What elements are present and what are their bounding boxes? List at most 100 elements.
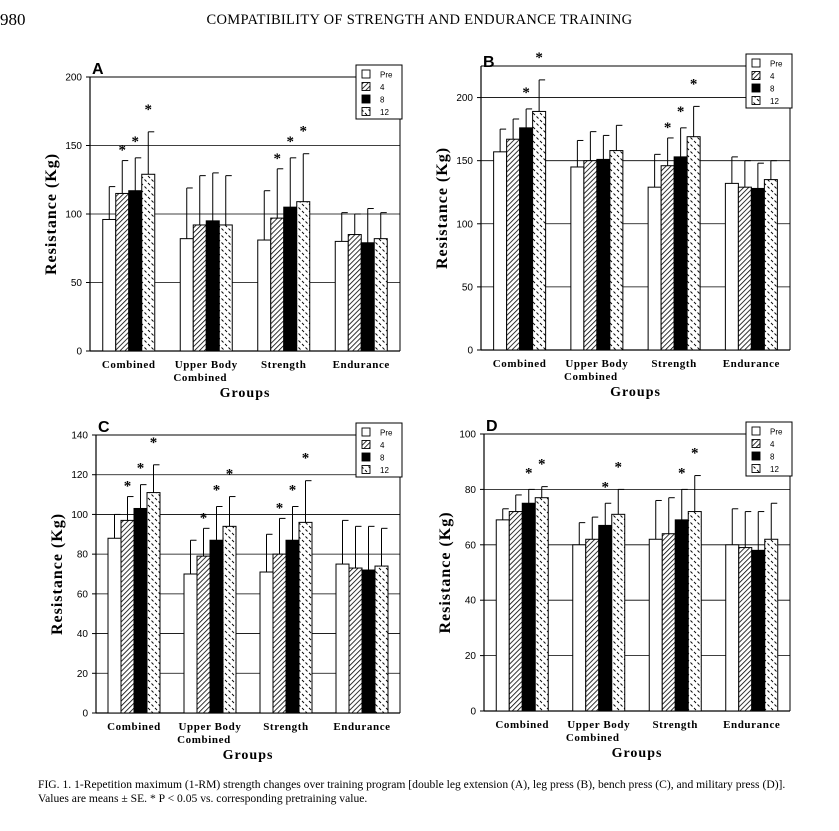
y-axis-label: Resistance (Kg) [437,511,454,633]
x-axis-label: Groups [612,746,663,761]
legend-swatch-8 [361,94,371,104]
bar-12 [763,179,778,351]
significance-asterisk: * [145,102,153,118]
panel-label: C [98,419,110,436]
bar-12 [764,538,779,712]
legend-swatch-12 [751,96,761,105]
y-tick-label: 60 [77,589,89,600]
y-tick-label: 80 [465,485,477,496]
legend-label: Pre [770,428,783,437]
legend-swatch-12 [751,464,761,473]
significance-asterisk: * [124,479,132,495]
y-tick-label: 100 [65,210,82,221]
significance-asterisk: * [602,479,610,495]
legend-swatch-pre [361,427,371,437]
caption-label: FIG. 1. [38,778,72,791]
legend-label: Pre [380,429,393,438]
y-tick-label: 50 [462,282,474,293]
bar-12 [374,565,389,714]
legend-swatch-4 [751,439,761,448]
y-tick-label: 200 [456,93,473,104]
significance-asterisk: * [535,50,543,66]
panel-label: A [92,61,104,78]
x-tick-label: Combined [102,359,156,371]
x-tick-label: Combined [493,358,547,370]
x-tick-label: Upper Body [567,719,630,731]
figure-caption: FIG. 1. 1-Repetition maximum (1-RM) stre… [38,778,818,806]
significance-asterisk: * [137,461,145,477]
significance-asterisk: * [691,446,699,462]
bar-8 [205,220,220,352]
legend-label: 4 [380,441,385,450]
x-tick-label: Strength [263,721,309,733]
bar-pre [493,151,508,351]
y-tick-label: 100 [459,430,476,441]
bar-12 [532,110,547,351]
panel-label: D [486,418,498,435]
legend-swatch-4 [361,440,371,449]
bar-4 [738,547,753,712]
bar-8 [750,187,765,351]
y-tick-label: 0 [76,347,82,358]
bar-4 [115,192,130,352]
bar-12 [222,525,237,714]
bar-pre [179,238,194,352]
bar-4 [348,567,363,714]
x-tick-label: Strength [652,719,698,731]
legend-swatch-4 [361,82,371,91]
bar-pre [335,563,350,714]
x-axis-label: Groups [220,386,271,401]
significance-asterisk: * [538,457,546,473]
x-tick-label: Combined [177,734,231,746]
significance-asterisk: * [287,134,295,150]
bar-pre [257,239,272,352]
significance-asterisk: * [289,482,297,498]
bar-12 [609,150,624,351]
legend-label: 12 [380,108,389,117]
legend-swatch-8 [751,83,761,93]
caption-text: 1-Repetition maximum (1-RM) strength cha… [38,778,786,805]
significance-asterisk: * [150,435,158,451]
legend-swatch-pre [751,58,761,68]
bar-8 [283,206,298,352]
bar-8 [128,190,143,352]
x-axis-label: Groups [610,385,661,400]
bar-12 [373,238,388,352]
bar-12 [534,497,549,712]
legend-swatch-8 [751,451,761,461]
bar-4 [506,138,521,351]
bar-pre [107,537,122,714]
significance-asterisk: * [677,104,685,120]
legend-swatch-pre [361,69,371,79]
bar-8 [285,539,300,714]
panel-c: 0 20 40 60 80 100 120 140 * * * Combined * * * Upper Bo… [49,419,403,763]
legend-label: 4 [380,83,385,92]
bar-12 [611,513,626,712]
y-tick-label: 100 [456,219,473,230]
bar-4 [508,511,523,712]
bar-12 [687,511,702,712]
significance-asterisk: * [678,465,686,481]
legend-swatch-8 [361,452,371,462]
x-tick-label: Upper Body [175,359,238,371]
y-tick-label: 100 [71,510,88,521]
legend-swatch-4 [751,71,761,80]
bar-4 [120,519,135,714]
running-title: COMPATIBILITY OF STRENGTH AND ENDURANCE … [206,12,633,28]
y-tick-label: 120 [71,470,88,481]
bar-4 [737,186,752,351]
legend-label: 4 [770,72,775,81]
x-tick-label: Endurance [723,358,780,370]
y-tick-label: 60 [465,540,477,551]
y-tick-label: 0 [82,709,88,720]
legend-label: 8 [380,96,385,105]
legend-label: Pre [770,60,783,69]
bar-pre [334,240,349,352]
bar-pre [725,544,740,712]
significance-asterisk: * [200,510,208,526]
bar-pre [648,538,663,712]
y-axis-label: Resistance (Kg) [49,513,66,635]
